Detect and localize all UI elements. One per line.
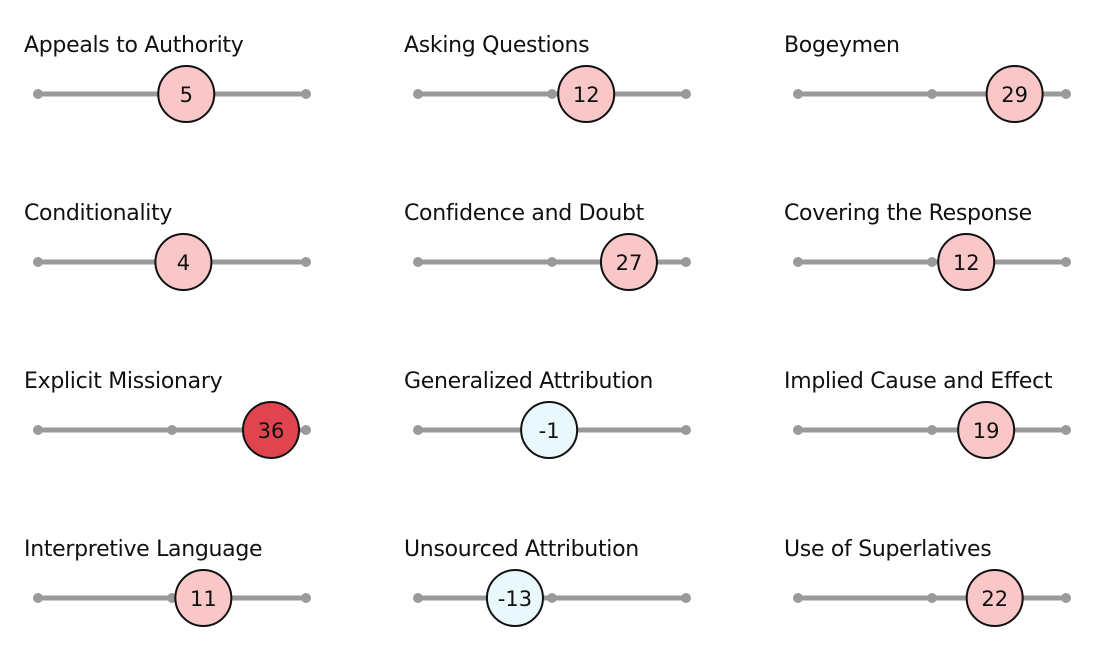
track-max-dot (1061, 593, 1071, 603)
track-max-dot (681, 257, 691, 267)
track-center-dot (547, 89, 557, 99)
gauge-item: Explicit Missionary 36 (0, 336, 380, 504)
gauge-svg: 19 (793, 401, 1071, 459)
value-label: -13 (498, 587, 532, 611)
track-max-dot (301, 425, 311, 435)
track-max-dot (1061, 89, 1071, 99)
track-min-dot (33, 257, 43, 267)
value-label: 4 (177, 251, 190, 275)
value-marker (154, 233, 213, 291)
track-center-dot (927, 89, 937, 99)
value-label: -1 (539, 419, 560, 443)
gauge-svg: 27 (413, 233, 691, 291)
value-marker (557, 65, 616, 123)
gauge-label: Implied Cause and Effect (784, 369, 1053, 394)
gauge-item: Use of Superlatives 22 (760, 504, 1103, 672)
track-max-dot (681, 89, 691, 99)
value-label: 11 (190, 587, 217, 611)
track-max-dot (1061, 425, 1071, 435)
gauge-item: Implied Cause and Effect 19 (760, 336, 1103, 504)
track-center-dot (927, 593, 937, 603)
track-center-dot (927, 257, 937, 267)
gauge-item: Appeals to Authority 5 (0, 0, 380, 168)
gauge-label: Asking Questions (404, 33, 590, 58)
gauge-item: Unsourced Attribution -13 (380, 504, 760, 672)
track-min-dot (33, 89, 43, 99)
track-min-dot (793, 425, 803, 435)
gauge-svg: 12 (793, 233, 1071, 291)
gauge-label: Covering the Response (784, 201, 1032, 226)
gauge-svg: 36 (33, 401, 311, 459)
track-center-dot (547, 593, 557, 603)
value-marker (157, 65, 216, 123)
track-max-dot (301, 593, 311, 603)
gauge-svg: 12 (413, 65, 691, 123)
track-min-dot (413, 593, 423, 603)
gauge-item: Bogeymen 29 (760, 0, 1103, 168)
value-marker (520, 401, 579, 459)
gauge-label: Explicit Missionary (24, 369, 223, 394)
gauge-svg: 4 (33, 233, 311, 291)
track-min-dot (793, 89, 803, 99)
track-center-dot (547, 257, 557, 267)
track-max-dot (681, 593, 691, 603)
gauge-label: Unsourced Attribution (404, 537, 639, 562)
value-label: 36 (258, 419, 285, 443)
gauge-label: Use of Superlatives (784, 537, 992, 562)
gauge-svg: -13 (413, 569, 691, 627)
value-marker (965, 569, 1024, 627)
track-center-dot (927, 425, 937, 435)
gauge-item: Confidence and Doubt 27 (380, 168, 760, 336)
value-marker (242, 401, 300, 459)
value-marker (985, 65, 1044, 123)
value-label: 5 (180, 83, 193, 107)
gauge-item: Asking Questions 12 (380, 0, 760, 168)
gauge-label: Generalized Attribution (404, 369, 654, 394)
gauge-svg: 5 (33, 65, 311, 123)
track-min-dot (33, 425, 43, 435)
value-label: 27 (616, 251, 643, 275)
track-max-dot (301, 89, 311, 99)
track-min-dot (413, 425, 423, 435)
track-min-dot (793, 257, 803, 267)
value-marker (937, 233, 996, 291)
track-min-dot (793, 593, 803, 603)
value-marker (957, 401, 1016, 459)
track-min-dot (413, 89, 423, 99)
gauge-item: Covering the Response 12 (760, 168, 1103, 336)
gauge-label: Interpretive Language (24, 537, 263, 562)
value-label: 22 (981, 587, 1008, 611)
value-marker (599, 233, 658, 291)
value-label: 19 (973, 419, 1000, 443)
value-label: 12 (573, 83, 600, 107)
gauge-svg: 29 (793, 65, 1071, 123)
track-center-dot (167, 425, 177, 435)
track-max-dot (1061, 257, 1071, 267)
gauge-label: Appeals to Authority (24, 33, 244, 58)
track-max-dot (681, 425, 691, 435)
value-label: 29 (1001, 83, 1028, 107)
gauge-svg: -1 (413, 401, 691, 459)
gauge-label: Conditionality (24, 201, 173, 226)
gauge-label: Bogeymen (784, 33, 900, 58)
gauge-item: Conditionality 4 (0, 168, 380, 336)
track-min-dot (413, 257, 423, 267)
track-max-dot (301, 257, 311, 267)
value-label: 12 (953, 251, 980, 275)
gauge-label: Confidence and Doubt (404, 201, 645, 226)
gauge-item: Generalized Attribution -1 (380, 336, 760, 504)
gauge-svg: 11 (33, 569, 311, 627)
track-min-dot (33, 593, 43, 603)
gauge-item: Interpretive Language 11 (0, 504, 380, 672)
value-marker (174, 569, 233, 627)
gauge-svg: 22 (793, 569, 1071, 627)
value-marker (485, 569, 544, 627)
